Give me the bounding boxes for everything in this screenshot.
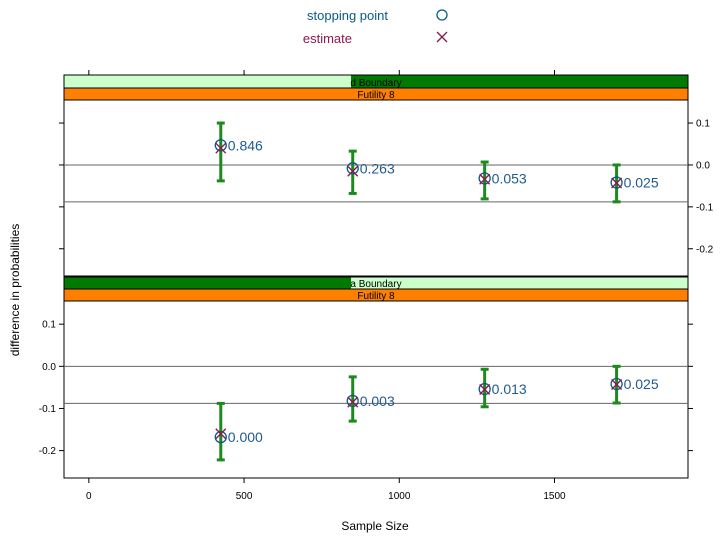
y-tick-label: 0.0 bbox=[696, 160, 710, 171]
x-tick-label: 500 bbox=[236, 491, 253, 502]
y-tick-label: -0.2 bbox=[696, 244, 714, 255]
estimate-marker bbox=[215, 142, 227, 154]
stopping-point-marker bbox=[610, 176, 623, 189]
data-label: 0.025 bbox=[624, 376, 659, 392]
stopping-point-marker bbox=[346, 162, 359, 175]
data-label: 0.003 bbox=[360, 393, 395, 409]
data-label: 0.013 bbox=[492, 381, 527, 397]
stopping-point-marker bbox=[214, 430, 227, 444]
y-tick-label: -0.1 bbox=[39, 404, 57, 415]
estimate-marker bbox=[347, 165, 359, 177]
x-tick-label: 1500 bbox=[543, 491, 566, 502]
estimate-marker bbox=[215, 428, 227, 440]
y-tick-label: -0.2 bbox=[39, 446, 57, 457]
strip-top-label: d Boundary bbox=[350, 78, 401, 89]
panel-frame bbox=[63, 300, 689, 479]
strip-top-fill bbox=[64, 277, 352, 289]
estimate-marker bbox=[347, 396, 359, 408]
strip-bottom-label: Futility 8 bbox=[357, 291, 395, 302]
estimate-marker bbox=[479, 384, 491, 395]
x-tick-label: 1000 bbox=[388, 491, 411, 502]
strip-top-label: a Boundary bbox=[350, 279, 401, 290]
legend-label-stopping-point: stopping point bbox=[307, 8, 388, 23]
estimate-marker bbox=[611, 177, 623, 189]
estimate-marker bbox=[611, 378, 623, 390]
data-label: 0.263 bbox=[360, 160, 395, 176]
stopping-point-marker bbox=[214, 139, 227, 152]
estimate-marker bbox=[479, 173, 491, 185]
data-label: 0.025 bbox=[624, 175, 659, 191]
x-tick-label: 0 bbox=[86, 491, 92, 502]
strip-top-fill bbox=[351, 75, 688, 88]
y-tick-label: 0.0 bbox=[42, 362, 56, 373]
panel-frame bbox=[63, 99, 689, 277]
data-label: 0.000 bbox=[228, 429, 263, 445]
legend-symbol-circle bbox=[436, 9, 448, 21]
legend: stopping point estimate bbox=[303, 8, 448, 46]
data-label: 0.846 bbox=[228, 137, 263, 153]
stopping-point-marker bbox=[346, 394, 359, 408]
y-tick-label: 0.1 bbox=[42, 320, 56, 331]
stopping-point-marker bbox=[610, 377, 623, 391]
stopping-point-marker bbox=[478, 172, 491, 185]
legend-label-estimate: estimate bbox=[303, 31, 352, 46]
stopping-point-marker bbox=[478, 382, 491, 396]
y-tick-label: -0.1 bbox=[696, 202, 714, 213]
x-axis-label: Sample Size bbox=[341, 519, 409, 533]
strip-bottom-label: Futility 8 bbox=[357, 90, 395, 101]
data-label: 0.053 bbox=[492, 170, 527, 186]
y-axis-label: difference in probabilities bbox=[8, 224, 22, 357]
legend-symbol-cross bbox=[436, 31, 448, 43]
y-tick-label: 0.1 bbox=[696, 119, 710, 130]
